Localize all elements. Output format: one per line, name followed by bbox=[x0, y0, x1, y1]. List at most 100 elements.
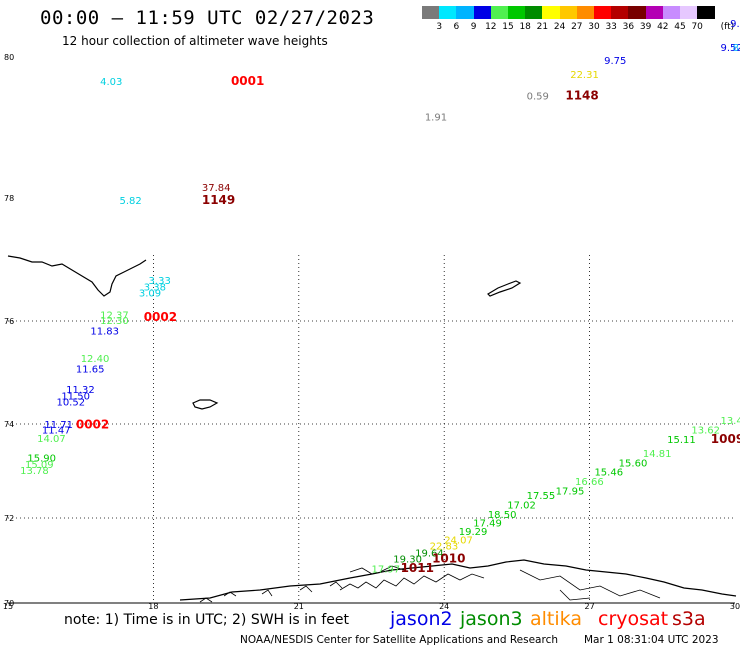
page-subtitle: 12 hour collection of altimeter wave hei… bbox=[62, 34, 328, 48]
wave-height-value: 17.02 bbox=[507, 501, 536, 512]
wave-height-value: 15.60 bbox=[619, 458, 648, 469]
colorbar-swatch bbox=[628, 6, 646, 19]
colorbar-tick-label: 33 bbox=[605, 22, 617, 32]
latitude-tick-label: 76 bbox=[4, 317, 14, 326]
colorbar-swatch bbox=[697, 6, 715, 19]
wave-height-value: 24.07 bbox=[444, 536, 473, 547]
colorbar-swatch bbox=[645, 6, 664, 19]
kong-karls-land bbox=[487, 280, 522, 297]
colorbar-swatch bbox=[439, 6, 457, 19]
footnote: note: 1) Time is in UTC; 2) SWH is in fe… bbox=[64, 612, 350, 628]
wave-height-value: 15.09 bbox=[25, 460, 54, 471]
colorbar-tick-label: 18 bbox=[519, 22, 531, 32]
latitude-tick-label: 72 bbox=[4, 514, 14, 523]
wave-height-value: 22.83 bbox=[430, 541, 459, 552]
wave-height-value: 15.11 bbox=[667, 435, 696, 446]
colorbar-swatch bbox=[542, 6, 560, 19]
page-title: 00:00 – 11:59 UTC 02/27/2023 bbox=[40, 7, 375, 29]
wave-height-value: 11.65 bbox=[76, 365, 105, 376]
wave-height-value: 13.78 bbox=[20, 466, 49, 477]
norway-islands bbox=[199, 581, 343, 603]
wave-height-value: 19.64 bbox=[415, 548, 444, 559]
coastlines bbox=[7, 255, 737, 603]
wave-height-value: 13.62 bbox=[691, 425, 720, 436]
colorbar-swatch bbox=[490, 6, 509, 19]
satellite-legend-s3a: s3a bbox=[672, 608, 706, 630]
wave-height-value: 14.81 bbox=[643, 449, 672, 460]
wave-height-value: 3.09 bbox=[139, 288, 161, 299]
wave-height-value: 10.52 bbox=[56, 397, 85, 408]
wave-height-value: 9.75 bbox=[604, 56, 626, 67]
wave-height-value: 9.22 bbox=[730, 19, 740, 30]
wave-height-readings: 4.03 37.84 5.82 1.91 0.59 22.31 9.22 9.528. 9.75… bbox=[20, 19, 740, 575]
colorbar-swatch bbox=[662, 6, 681, 19]
colorbar-tick-label: 36 bbox=[622, 22, 635, 32]
wave-height-value: 17.49 bbox=[473, 519, 502, 530]
wave-height-value: 19.30 bbox=[393, 555, 422, 566]
wave-height-value: 18.50 bbox=[488, 510, 517, 521]
colorbar-swatch bbox=[611, 6, 629, 19]
norway-fjords bbox=[339, 565, 661, 601]
pass-time-label: 1011 bbox=[401, 561, 434, 575]
longitude-tick-label: 27 bbox=[585, 602, 595, 611]
wave-height-value: 16.66 bbox=[575, 477, 604, 488]
latitude-tick-label: 80 bbox=[4, 53, 14, 62]
pass-time-label: 1148 bbox=[565, 88, 598, 102]
wave-height-value: 12.40 bbox=[81, 354, 110, 365]
wave-height-value: 14.07 bbox=[37, 434, 66, 445]
wave-height-value: 11.71 bbox=[44, 420, 73, 431]
colorbar-tick-label: 6 bbox=[453, 22, 460, 32]
colorbar-tick-label: 42 bbox=[657, 22, 669, 32]
longitude-tick-label: 30 bbox=[730, 602, 740, 611]
footer-timestamp: Mar 1 08:31:04 UTC 2023 bbox=[584, 634, 719, 646]
footer: NOAA/NESDIS Center for Satellite Applica… bbox=[240, 634, 719, 646]
wave-height-value: 3.33 bbox=[149, 276, 171, 287]
wave-height-value: 4.03 bbox=[100, 77, 122, 88]
satellite-legend-jason2: jason2 bbox=[390, 608, 453, 630]
wave-height-value: 13.45 bbox=[720, 416, 740, 427]
wave-height-value: 8. bbox=[733, 43, 740, 54]
wave-height-value: 3.38 bbox=[144, 282, 166, 293]
wave-height-value: 17.97 bbox=[372, 564, 401, 575]
colorbar-swatch bbox=[594, 6, 612, 19]
wave-height-value: 11.47 bbox=[42, 425, 71, 436]
satellite-legend-altika: altika bbox=[530, 608, 582, 630]
wave-height-value: 0.59 bbox=[527, 91, 549, 102]
wave-height-value: 12.30 bbox=[100, 316, 129, 327]
map-grid bbox=[8, 255, 735, 604]
satellite-legend-jason3: jason3 bbox=[460, 608, 523, 630]
satellite-legend-cryosat: cryosat bbox=[598, 608, 669, 630]
colorbar-swatch bbox=[508, 6, 526, 19]
colorbar-tick-label: 12 bbox=[485, 22, 497, 32]
colorbar-tick-label: 30 bbox=[588, 22, 600, 32]
colorbar-tick-label: 39 bbox=[639, 22, 652, 32]
colorbar-swatch bbox=[473, 6, 492, 19]
pass-time-label: 1009 bbox=[711, 432, 740, 446]
latitude-tick-label: 74 bbox=[4, 420, 14, 429]
wave-height-value: 15.90 bbox=[27, 454, 56, 465]
wave-height-value: 9.52 bbox=[720, 43, 740, 54]
norway-coast bbox=[179, 559, 737, 601]
colorbar-tick-label: 70 bbox=[691, 22, 703, 32]
longitude-tick-label: 24 bbox=[439, 602, 449, 611]
svalbard-coast bbox=[7, 255, 147, 297]
latitude-tick-label: 78 bbox=[4, 194, 14, 203]
axis-tick-labels: 70 72 74 76 78 80 15 18 21 24 27 30 bbox=[3, 53, 740, 611]
colorbar-swatch bbox=[456, 6, 474, 19]
colorbar-swatch bbox=[525, 6, 543, 19]
colorbar-tick-label: 15 bbox=[502, 22, 514, 32]
colorbar-tick-label: 3 bbox=[436, 22, 443, 32]
longitude-tick-label: 18 bbox=[148, 602, 158, 611]
wave-height-value: 37.84 bbox=[202, 183, 231, 194]
colorbar-swatch bbox=[422, 6, 440, 19]
wave-height-value: 17.95 bbox=[556, 487, 585, 498]
colorbar-tick-label: 9 bbox=[470, 22, 477, 32]
colorbar-swatch bbox=[680, 6, 698, 19]
colorbar-unit: (ft) bbox=[720, 22, 735, 32]
colorbar-tick-label: 45 bbox=[674, 22, 686, 32]
wave-height-value: 15.46 bbox=[594, 468, 623, 479]
wave-height-value: 1.91 bbox=[425, 112, 447, 123]
